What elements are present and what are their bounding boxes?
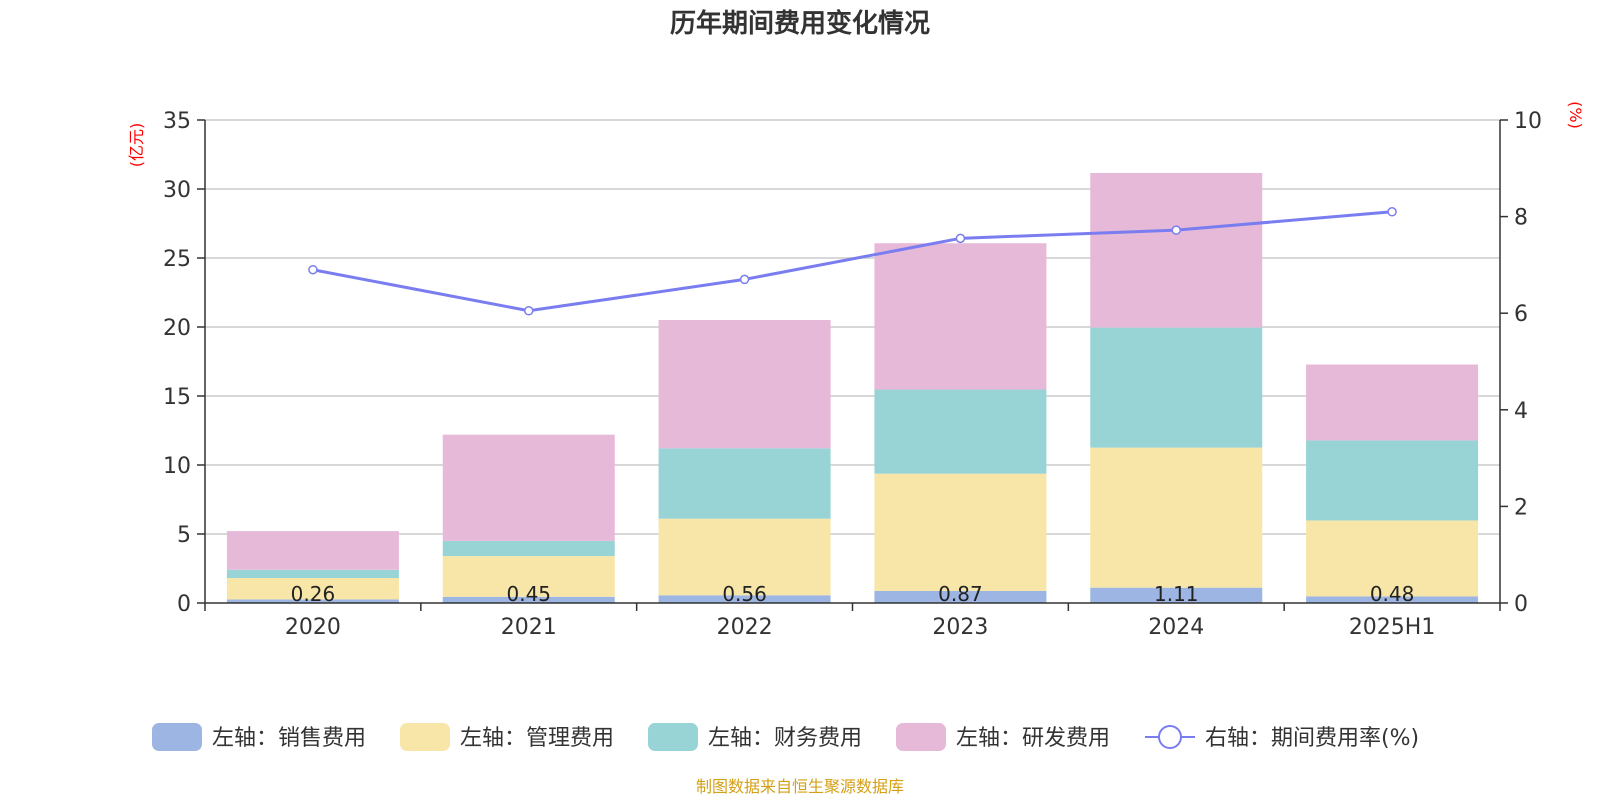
left-tick-label: 30	[163, 178, 191, 203]
bar-finance	[226, 569, 399, 579]
legend-swatch	[648, 723, 698, 751]
legend-swatch	[400, 723, 450, 751]
legend-label: 左轴：管理费用	[460, 726, 614, 751]
bar-sales	[874, 590, 1047, 603]
bar-sales	[226, 599, 399, 603]
left-tick-label: 35	[163, 109, 191, 134]
x-tick-label: 2024	[1148, 615, 1204, 640]
bar-admin	[1306, 520, 1479, 597]
legend[interactable]: 左轴：销售费用 左轴：管理费用 左轴：财务费用 左轴：研发费用 右轴：期间费用率(%)	[152, 723, 1419, 751]
right-tick-label: 0	[1514, 592, 1528, 617]
source-note: 制图数据来自恒生聚源数据库	[696, 777, 904, 796]
x-tick-label: 2020	[285, 615, 341, 640]
legend-line-marker	[1158, 725, 1182, 749]
bar-rd	[874, 243, 1047, 390]
legend-label: 右轴：期间费用率(%)	[1205, 726, 1419, 751]
bar-rd	[442, 434, 615, 541]
left-tick-label: 10	[163, 454, 191, 479]
legend-label: 左轴：财务费用	[708, 726, 862, 751]
bar-labels: 0.26 0.45 0.56 0.87 1.11 0.48	[291, 582, 1415, 606]
bar-admin	[874, 473, 1047, 591]
bar-sales	[1090, 587, 1263, 603]
left-tick-label: 25	[163, 247, 191, 272]
legend-item[interactable]: 右轴：期间费用率(%)	[1145, 725, 1419, 751]
legend-item[interactable]: 左轴：财务费用	[648, 723, 862, 751]
right-axis-unit: (%)	[1566, 101, 1585, 129]
rate-point	[308, 264, 318, 275]
bar-value-label: 0.48	[1370, 582, 1415, 606]
bar-admin	[226, 578, 399, 600]
bar-sales	[1306, 596, 1479, 603]
bar-sales	[442, 596, 615, 603]
right-tick-label: 4	[1514, 399, 1528, 424]
rate-polyline	[312, 210, 1393, 313]
bar-rd	[1090, 172, 1263, 328]
right-tick-label: 10	[1514, 109, 1542, 134]
bar-value-label: 0.87	[938, 582, 983, 606]
right-tick-label: 6	[1514, 302, 1528, 327]
bar-rd	[658, 319, 831, 449]
bar-value-label: 0.26	[291, 582, 336, 606]
legend-label: 左轴：研发费用	[956, 726, 1110, 751]
right-tick-label: 2	[1514, 495, 1528, 520]
bar-finance	[1306, 440, 1479, 521]
bar-value-label: 0.45	[506, 582, 551, 606]
bar-rd	[226, 531, 399, 570]
legend-item[interactable]: 左轴：销售费用	[152, 723, 366, 751]
x-tick-label: 2025H1	[1349, 615, 1436, 640]
axes: 0 5 10 15 20 25 30 35 0 2 4 6 8 10 2020 2021 2022 2023 202…	[163, 109, 1542, 640]
bar-sales	[658, 595, 831, 603]
x-tick-label: 2022	[717, 615, 773, 640]
bar-admin	[658, 518, 831, 596]
bar-value-label: 0.56	[722, 582, 767, 606]
bar-admin	[1090, 447, 1263, 588]
rate-point	[524, 306, 534, 316]
legend-item[interactable]: 左轴：研发费用	[896, 723, 1110, 751]
legend-item[interactable]: 左轴：管理费用	[400, 723, 614, 751]
legend-swatch	[152, 723, 202, 751]
rate-point	[1171, 225, 1181, 235]
left-tick-label: 15	[163, 385, 191, 410]
rate-point	[739, 274, 750, 285]
bar-layer	[226, 172, 1479, 603]
rate-point	[1387, 207, 1397, 217]
chart-title: 历年期间费用变化情况	[670, 8, 930, 39]
left-tick-label: 5	[177, 523, 191, 548]
x-tick-label: 2023	[932, 615, 988, 640]
left-axis-unit: (亿元)	[127, 123, 146, 168]
bar-finance	[1090, 327, 1263, 448]
legend-label: 左轴：销售费用	[212, 726, 366, 751]
bar-rd	[1306, 364, 1479, 441]
x-tick-label: 2021	[501, 615, 557, 640]
bar-value-label: 1.11	[1154, 582, 1199, 606]
bar-finance	[874, 389, 1047, 474]
left-tick-label: 20	[163, 316, 191, 341]
bar-admin	[442, 556, 615, 597]
rate-point	[955, 233, 966, 244]
left-tick-label: 0	[177, 592, 191, 617]
right-tick-label: 8	[1514, 206, 1528, 231]
legend-swatch	[896, 723, 946, 751]
bar-finance	[658, 448, 831, 519]
gridlines	[205, 119, 1500, 535]
rate-line	[308, 207, 1397, 316]
bar-finance	[442, 540, 615, 557]
